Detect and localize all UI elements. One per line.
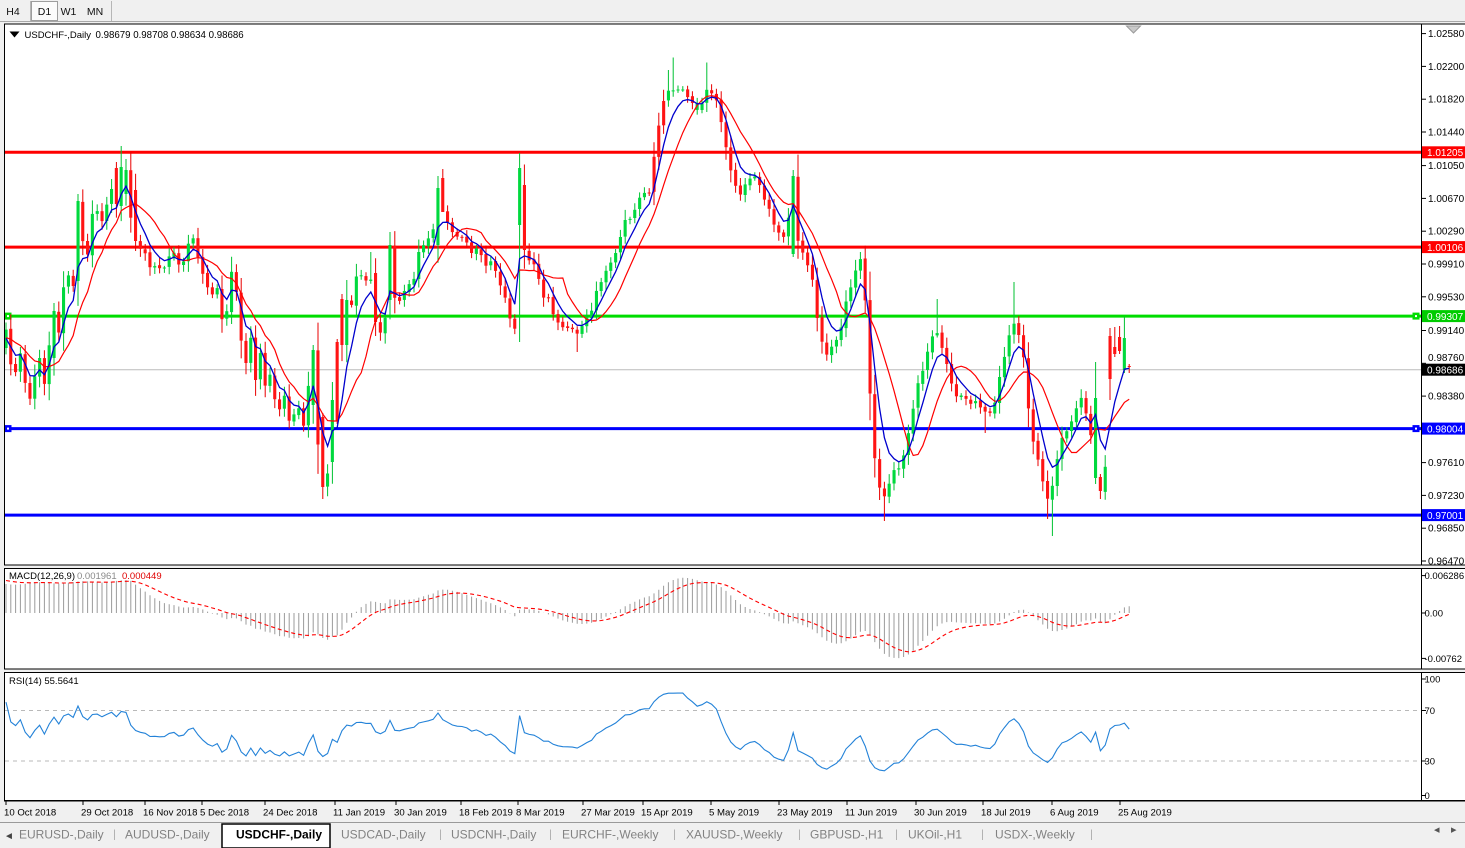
svg-text:|: | [798, 829, 801, 841]
svg-text:1.01205: 1.01205 [1427, 148, 1464, 159]
svg-text:1.01820: 1.01820 [1428, 95, 1465, 106]
svg-text:0.000449: 0.000449 [122, 571, 162, 582]
svg-text:24 Dec 2018: 24 Dec 2018 [263, 808, 317, 819]
svg-text:1.02200: 1.02200 [1428, 62, 1465, 73]
svg-text:EURUSD-,Daily: EURUSD-,Daily [19, 828, 104, 842]
svg-text:1.01050: 1.01050 [1428, 161, 1465, 172]
svg-text:|: | [1090, 829, 1093, 841]
svg-text:30 Jan 2019: 30 Jan 2019 [394, 808, 447, 819]
svg-text:1.01440: 1.01440 [1428, 128, 1465, 139]
svg-text:0.97610: 0.97610 [1428, 458, 1465, 469]
svg-text:USDCHF-,Daily: USDCHF-,Daily [236, 828, 322, 842]
svg-text:30 Jun 2019: 30 Jun 2019 [914, 808, 967, 819]
svg-text:27 Mar 2019: 27 Mar 2019 [581, 808, 635, 819]
svg-text:GBPUSD-,H1: GBPUSD-,H1 [810, 828, 884, 842]
svg-text:USDX-,Weekly: USDX-,Weekly [995, 828, 1075, 842]
svg-text:0.98760: 0.98760 [1428, 353, 1465, 364]
svg-text:6 Aug 2019: 6 Aug 2019 [1050, 808, 1099, 819]
svg-text:|: | [895, 829, 898, 841]
svg-text:30: 30 [1425, 757, 1436, 768]
svg-text:1.00670: 1.00670 [1428, 194, 1465, 205]
svg-text:8 Mar 2019: 8 Mar 2019 [516, 808, 565, 819]
svg-text:0.98004: 0.98004 [1427, 424, 1464, 435]
svg-text:11 Jun 2019: 11 Jun 2019 [845, 808, 897, 819]
svg-text:XAUUSD-,Weekly: XAUUSD-,Weekly [686, 828, 782, 842]
svg-text:|: | [981, 829, 984, 841]
svg-text:AUDUSD-,Daily: AUDUSD-,Daily [125, 828, 210, 842]
svg-text:1.00106: 1.00106 [1427, 243, 1464, 254]
svg-text:0.98679 0.98708 0.98634 0.9868: 0.98679 0.98708 0.98634 0.98686 [96, 30, 244, 41]
svg-text:1.00290: 1.00290 [1428, 227, 1465, 238]
svg-text:18 Feb 2019: 18 Feb 2019 [459, 808, 513, 819]
svg-text:UKOil-,H1: UKOil-,H1 [908, 828, 962, 842]
svg-text:◄: ◄ [4, 831, 14, 842]
svg-text:0.96850: 0.96850 [1428, 524, 1465, 535]
svg-text:MACD(12,26,9): MACD(12,26,9) [9, 571, 75, 582]
svg-text:0.96470: 0.96470 [1428, 557, 1465, 568]
svg-text:15 Apr 2019: 15 Apr 2019 [641, 808, 693, 819]
svg-text:W1: W1 [61, 6, 77, 18]
svg-text:10 Oct 2018: 10 Oct 2018 [4, 808, 56, 819]
svg-text:MN: MN [87, 6, 103, 18]
svg-text:0.99140: 0.99140 [1428, 326, 1465, 337]
svg-text:|: | [549, 829, 552, 841]
svg-text:0.006286: 0.006286 [1425, 571, 1465, 582]
svg-text:H4: H4 [6, 6, 20, 18]
svg-text:1.02580: 1.02580 [1428, 29, 1465, 40]
svg-text:D1: D1 [38, 6, 52, 18]
svg-text:0.99910: 0.99910 [1428, 260, 1465, 271]
svg-text:0.98380: 0.98380 [1428, 392, 1465, 403]
svg-text:70: 70 [1425, 706, 1436, 717]
svg-text:|: | [673, 829, 676, 841]
svg-text:0.99530: 0.99530 [1428, 292, 1465, 303]
svg-text:USDCHF-,Daily: USDCHF-,Daily [25, 30, 92, 41]
svg-text:RSI(14) 55.5641: RSI(14) 55.5641 [9, 676, 79, 687]
svg-text:0.97001: 0.97001 [1427, 511, 1464, 522]
svg-text:USDCAD-,Daily: USDCAD-,Daily [341, 828, 426, 842]
svg-text:0.001961: 0.001961 [77, 571, 117, 582]
svg-text:0.98686: 0.98686 [1427, 366, 1464, 377]
svg-text:▸: ▸ [1451, 824, 1457, 836]
svg-text:EURCHF-,Weekly: EURCHF-,Weekly [562, 828, 658, 842]
svg-text:5 Dec 2018: 5 Dec 2018 [200, 808, 249, 819]
svg-text:100: 100 [1425, 675, 1441, 686]
svg-text:USDCNH-,Daily: USDCNH-,Daily [451, 828, 536, 842]
svg-text:29 Oct 2018: 29 Oct 2018 [81, 808, 133, 819]
svg-text:0.00: 0.00 [1425, 609, 1444, 620]
svg-text:◂: ◂ [1434, 824, 1440, 836]
svg-text:5 May 2019: 5 May 2019 [709, 808, 759, 819]
svg-text:-0.00762: -0.00762 [1425, 654, 1463, 665]
svg-text:0: 0 [1425, 791, 1430, 802]
svg-text:0.97230: 0.97230 [1428, 491, 1465, 502]
svg-text:11 Jan 2019: 11 Jan 2019 [333, 808, 385, 819]
svg-text:16 Nov 2018: 16 Nov 2018 [143, 808, 197, 819]
svg-text:25 Aug 2019: 25 Aug 2019 [1118, 808, 1172, 819]
svg-text:0.99307: 0.99307 [1427, 312, 1464, 323]
svg-text:|: | [113, 829, 116, 841]
svg-text:|: | [439, 829, 442, 841]
svg-text:23 May 2019: 23 May 2019 [777, 808, 832, 819]
svg-text:18 Jul 2019: 18 Jul 2019 [981, 808, 1031, 819]
